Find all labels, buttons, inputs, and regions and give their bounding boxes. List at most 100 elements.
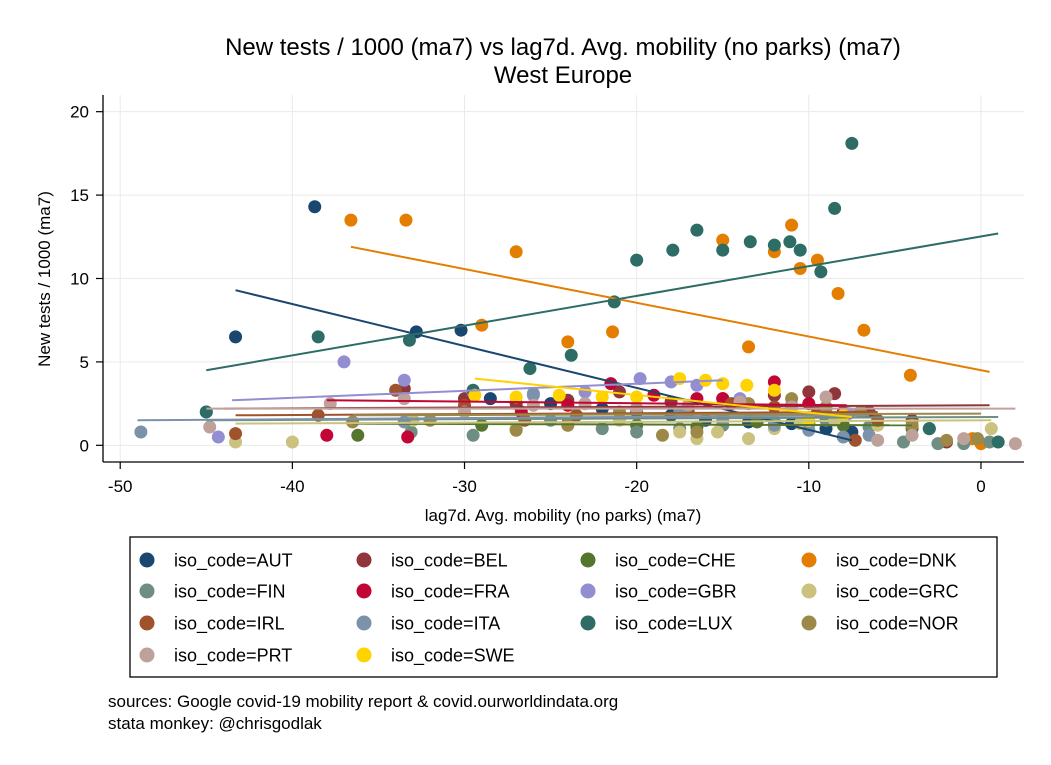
legend-label-swe: iso_code=SWE — [391, 646, 515, 667]
author-note: stata monkey: @chrisgodlak — [108, 714, 322, 733]
x-tick-label: -30 — [452, 477, 477, 496]
point-prt — [871, 433, 885, 447]
fit-line-dnk — [350, 245, 990, 373]
point-lux — [716, 243, 730, 257]
point-dnk — [742, 340, 756, 354]
legend-label-lux: iso_code=LUX — [615, 614, 733, 635]
point-nor — [509, 423, 523, 437]
point-dnk — [509, 245, 523, 259]
point-lux — [564, 348, 578, 362]
fit-line-ita — [137, 414, 870, 422]
fit-lines — [137, 232, 1016, 442]
legend-label-gbr: iso_code=GBR — [615, 582, 737, 603]
legend-label-nor: iso_code=NOR — [836, 614, 959, 635]
legend-label-prt: iso_code=PRT — [174, 646, 292, 667]
legend-marker-bel — [356, 552, 372, 568]
point-dnk — [344, 213, 358, 227]
point-dnk — [785, 218, 799, 232]
point-che — [475, 418, 489, 432]
point-swe — [509, 390, 523, 404]
point-gbr — [397, 373, 411, 387]
fit-line-fra — [326, 399, 847, 407]
point-bel — [802, 385, 816, 399]
point-swe — [740, 378, 754, 392]
x-axis-label: lag7d. Avg. mobility (no parks) (ma7) — [425, 506, 702, 525]
point-prt — [1008, 437, 1022, 451]
point-aut — [308, 200, 322, 214]
source-note: sources: Google covid-19 mobility report… — [108, 692, 618, 711]
point-nor — [971, 432, 985, 446]
legend-box — [129, 536, 998, 678]
fit-line-gbr — [232, 379, 723, 402]
point-aut — [229, 330, 243, 344]
legend-marker-aut — [139, 552, 155, 568]
legend-label-fra: iso_code=FRA — [391, 582, 510, 603]
point-grc — [711, 425, 725, 439]
legend-marker-dnk — [801, 552, 817, 568]
point-ita — [526, 387, 540, 401]
legend-marker-grc — [801, 583, 817, 599]
point-swe — [552, 388, 566, 402]
y-tick-label: 5 — [80, 353, 89, 372]
legend-label-dnk: iso_code=DNK — [836, 551, 957, 572]
fit-line-nor — [352, 412, 981, 417]
chart-subtitle: West Europe — [494, 62, 632, 89]
point-lux — [828, 201, 842, 215]
fit-line-che — [352, 422, 913, 427]
point-gbr — [633, 372, 647, 386]
fit-line-swe — [474, 377, 852, 418]
point-dnk — [561, 335, 575, 349]
point-lux — [743, 235, 757, 249]
point-prt — [819, 390, 833, 404]
point-fin — [466, 428, 480, 442]
legend-label-aut: iso_code=AUT — [174, 551, 293, 572]
point-fra — [320, 428, 334, 442]
point-fra — [401, 430, 415, 444]
legend-marker-gbr — [580, 583, 596, 599]
fit-line-irl — [235, 410, 878, 417]
point-dnk — [606, 325, 620, 339]
y-tick-label: 20 — [70, 103, 89, 122]
legend: iso_code=AUT iso_code=BEL iso_code=CHE iso_… — [139, 551, 959, 667]
point-lux — [690, 223, 704, 237]
y-tick-label: 15 — [70, 186, 89, 205]
point-irl — [848, 433, 862, 447]
legend-marker-swe — [356, 647, 372, 663]
y-ticks: 0 5 10 15 20 — [70, 103, 103, 455]
point-swe — [468, 388, 482, 402]
point-gbr — [337, 355, 351, 369]
point-dnk — [399, 213, 413, 227]
point-swe — [630, 390, 644, 404]
point-ita — [836, 430, 850, 444]
fit-line-grc — [235, 419, 992, 425]
y-tick-label: 0 — [80, 436, 89, 455]
point-prt — [957, 432, 971, 446]
point-lux — [793, 243, 807, 257]
point-aut — [483, 392, 497, 406]
point-lux — [402, 333, 416, 347]
point-lux — [666, 243, 680, 257]
point-fin — [595, 422, 609, 436]
point-nor — [655, 428, 669, 442]
point-swe — [595, 390, 609, 404]
point-prt — [905, 428, 919, 442]
point-irl — [229, 427, 243, 441]
point-grc — [984, 422, 998, 436]
point-grc — [742, 432, 756, 446]
point-grc — [285, 435, 299, 449]
legend-label-che: iso_code=CHE — [615, 551, 736, 572]
point-nor — [346, 415, 360, 429]
x-ticks: -50 -40 -30 -20 -10 0 — [108, 462, 986, 496]
x-tick-label: 0 — [976, 477, 985, 496]
point-lux — [783, 235, 797, 249]
point-prt — [526, 398, 540, 412]
legend-marker-lux — [580, 615, 596, 631]
legend-marker-nor — [801, 615, 817, 631]
point-dnk — [903, 368, 917, 382]
x-tick-label: -50 — [108, 477, 133, 496]
point-lux — [311, 330, 325, 344]
point-lux — [199, 405, 213, 419]
chart-title: New tests / 1000 (ma7) vs lag7d. Avg. mo… — [225, 34, 901, 61]
point-prt — [203, 420, 217, 434]
